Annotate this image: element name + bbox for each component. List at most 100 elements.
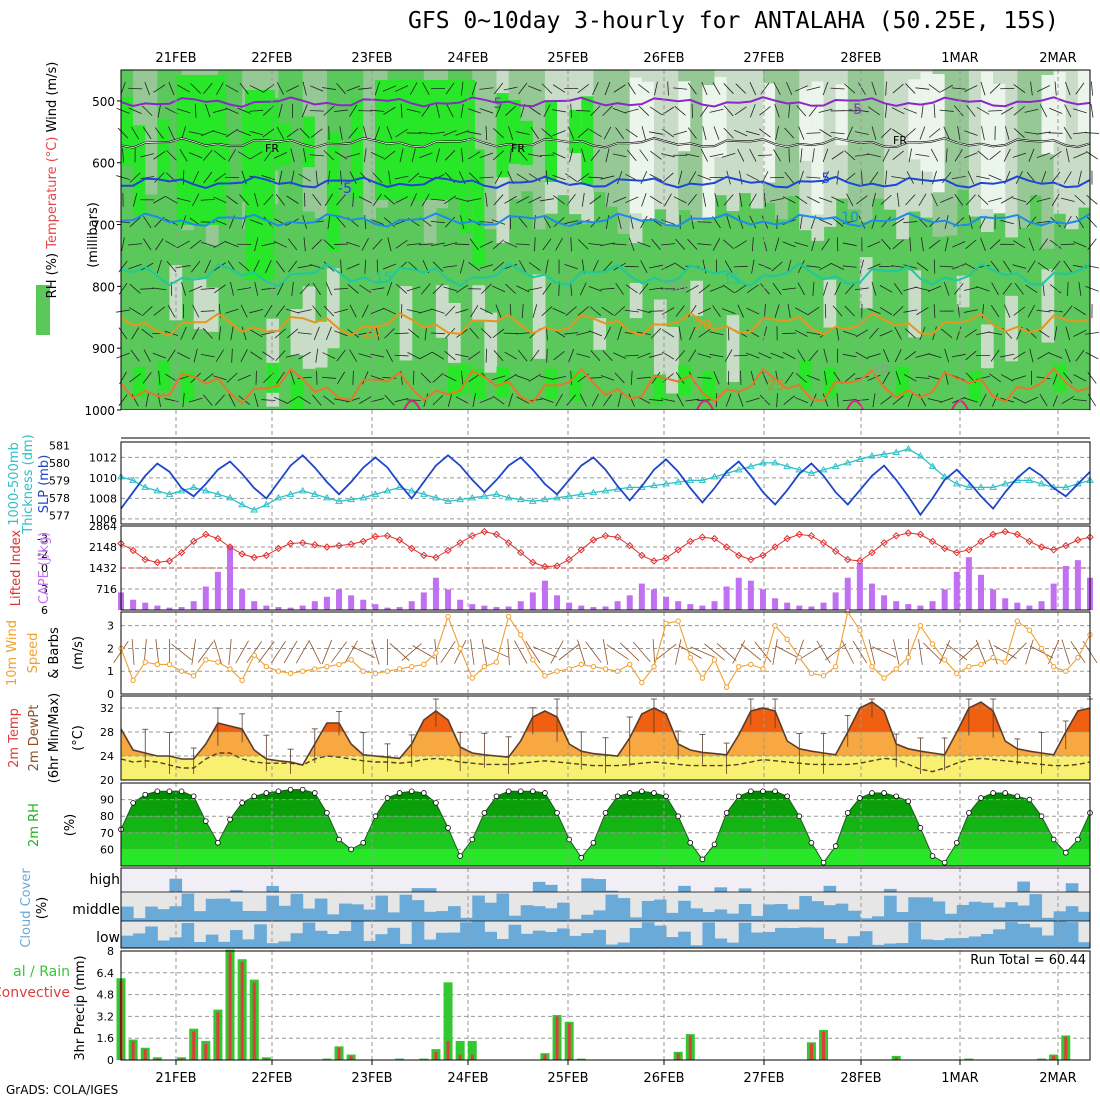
wind-barb xyxy=(273,240,287,248)
wind-barb xyxy=(166,150,177,161)
wind-barb xyxy=(200,287,215,290)
wind-barb xyxy=(154,127,164,139)
wind-barb xyxy=(712,305,721,318)
wind-barb xyxy=(418,243,433,246)
isotherm-line xyxy=(846,400,864,411)
cloud-bar xyxy=(859,931,873,948)
wind-barb xyxy=(518,260,527,273)
wind-barb xyxy=(182,393,185,408)
cloud-bar xyxy=(399,894,413,921)
wind-barb xyxy=(1026,328,1037,339)
li-point xyxy=(662,554,670,562)
wind-barb xyxy=(576,353,591,358)
wind-barb xyxy=(152,287,167,291)
wind-barb xyxy=(1030,81,1033,96)
wind-barb xyxy=(751,237,754,252)
wind-barb xyxy=(822,148,829,163)
axis-label-part: RH (%) xyxy=(45,249,60,299)
date-label-bottom: 25FEB xyxy=(547,1071,588,1086)
wind-barb xyxy=(806,86,821,91)
wind-barb xyxy=(1000,196,1014,204)
wind-barb xyxy=(709,331,724,336)
isotherm-line xyxy=(120,311,1091,337)
cloud-bar xyxy=(896,912,909,921)
rh-cell xyxy=(245,90,275,280)
wind-barb xyxy=(469,327,480,339)
axis-label-cloud: Cloud Cover xyxy=(19,868,34,948)
wind-barb xyxy=(806,132,821,134)
wind-barb xyxy=(555,238,563,251)
wind-barb xyxy=(516,173,529,182)
rh-point xyxy=(384,795,391,801)
wind-barb xyxy=(455,197,470,203)
cloud-bar xyxy=(435,932,449,948)
wind-barb xyxy=(440,640,456,664)
cloud-bar xyxy=(714,938,728,948)
wind-barb xyxy=(966,105,976,117)
cape-bar xyxy=(142,602,149,610)
cape-bar xyxy=(663,596,670,610)
cape-bar xyxy=(263,605,270,610)
wind-speed-point xyxy=(396,666,403,672)
cloud-bar xyxy=(1005,922,1018,948)
wind-barb xyxy=(602,639,609,665)
cloud-bar xyxy=(1077,942,1091,948)
cape-bar xyxy=(990,589,997,610)
rh-cell xyxy=(302,116,316,168)
wind-barb xyxy=(930,148,939,162)
li-point xyxy=(965,546,973,554)
cape-bar xyxy=(251,601,258,610)
wind-barb xyxy=(1052,393,1059,407)
wind-barb xyxy=(903,309,918,313)
wind-barb xyxy=(988,110,1003,112)
wind-barb xyxy=(662,172,674,183)
wind-barb xyxy=(261,242,276,247)
rh-cell xyxy=(157,360,171,391)
cloud-bar xyxy=(968,901,982,921)
wind-barb xyxy=(349,349,358,362)
wind-barb xyxy=(228,639,232,665)
wind-barb xyxy=(418,132,433,134)
wind-barb xyxy=(312,194,322,206)
cape-bar xyxy=(360,599,367,610)
wind-barb xyxy=(895,371,901,385)
wind-barb xyxy=(504,241,518,248)
cloud-bar xyxy=(750,932,764,948)
wind-barb xyxy=(468,351,481,360)
wind-barb xyxy=(927,285,942,292)
wind-barb xyxy=(905,194,916,206)
wind-barb xyxy=(830,87,845,90)
wind-barb xyxy=(842,353,857,358)
wind-barb xyxy=(687,194,697,206)
wind-speed-point xyxy=(602,666,609,672)
thickness-point xyxy=(528,497,537,504)
wind-barb xyxy=(637,396,651,404)
wind-barb xyxy=(446,104,454,118)
cloud-bar xyxy=(956,938,970,948)
rh-point xyxy=(530,788,536,795)
thickness-point xyxy=(783,462,792,469)
wind-barb xyxy=(421,283,431,295)
wind-barb xyxy=(444,150,456,161)
wind-barb xyxy=(800,148,803,163)
rh-cell xyxy=(678,365,691,396)
cloud-bar xyxy=(230,890,243,892)
li-point xyxy=(1062,541,1070,550)
cloud-bar xyxy=(544,908,558,921)
wind-barb xyxy=(275,260,285,273)
rh-cell xyxy=(326,131,340,252)
wind-barb xyxy=(505,283,516,294)
li-point xyxy=(807,532,816,540)
wind-barb xyxy=(298,396,311,405)
wind-barb xyxy=(577,128,589,138)
thickness-point xyxy=(286,490,295,497)
cape-bar xyxy=(130,599,137,610)
isotherm-line xyxy=(120,137,1091,149)
rh-cell xyxy=(799,360,813,391)
wind-barb xyxy=(553,195,565,205)
li-point xyxy=(1025,537,1034,546)
y-tick-label: 716 xyxy=(96,583,117,596)
wind-barb xyxy=(455,353,470,358)
wind-barb xyxy=(992,393,999,407)
wind-barb xyxy=(1037,351,1050,360)
